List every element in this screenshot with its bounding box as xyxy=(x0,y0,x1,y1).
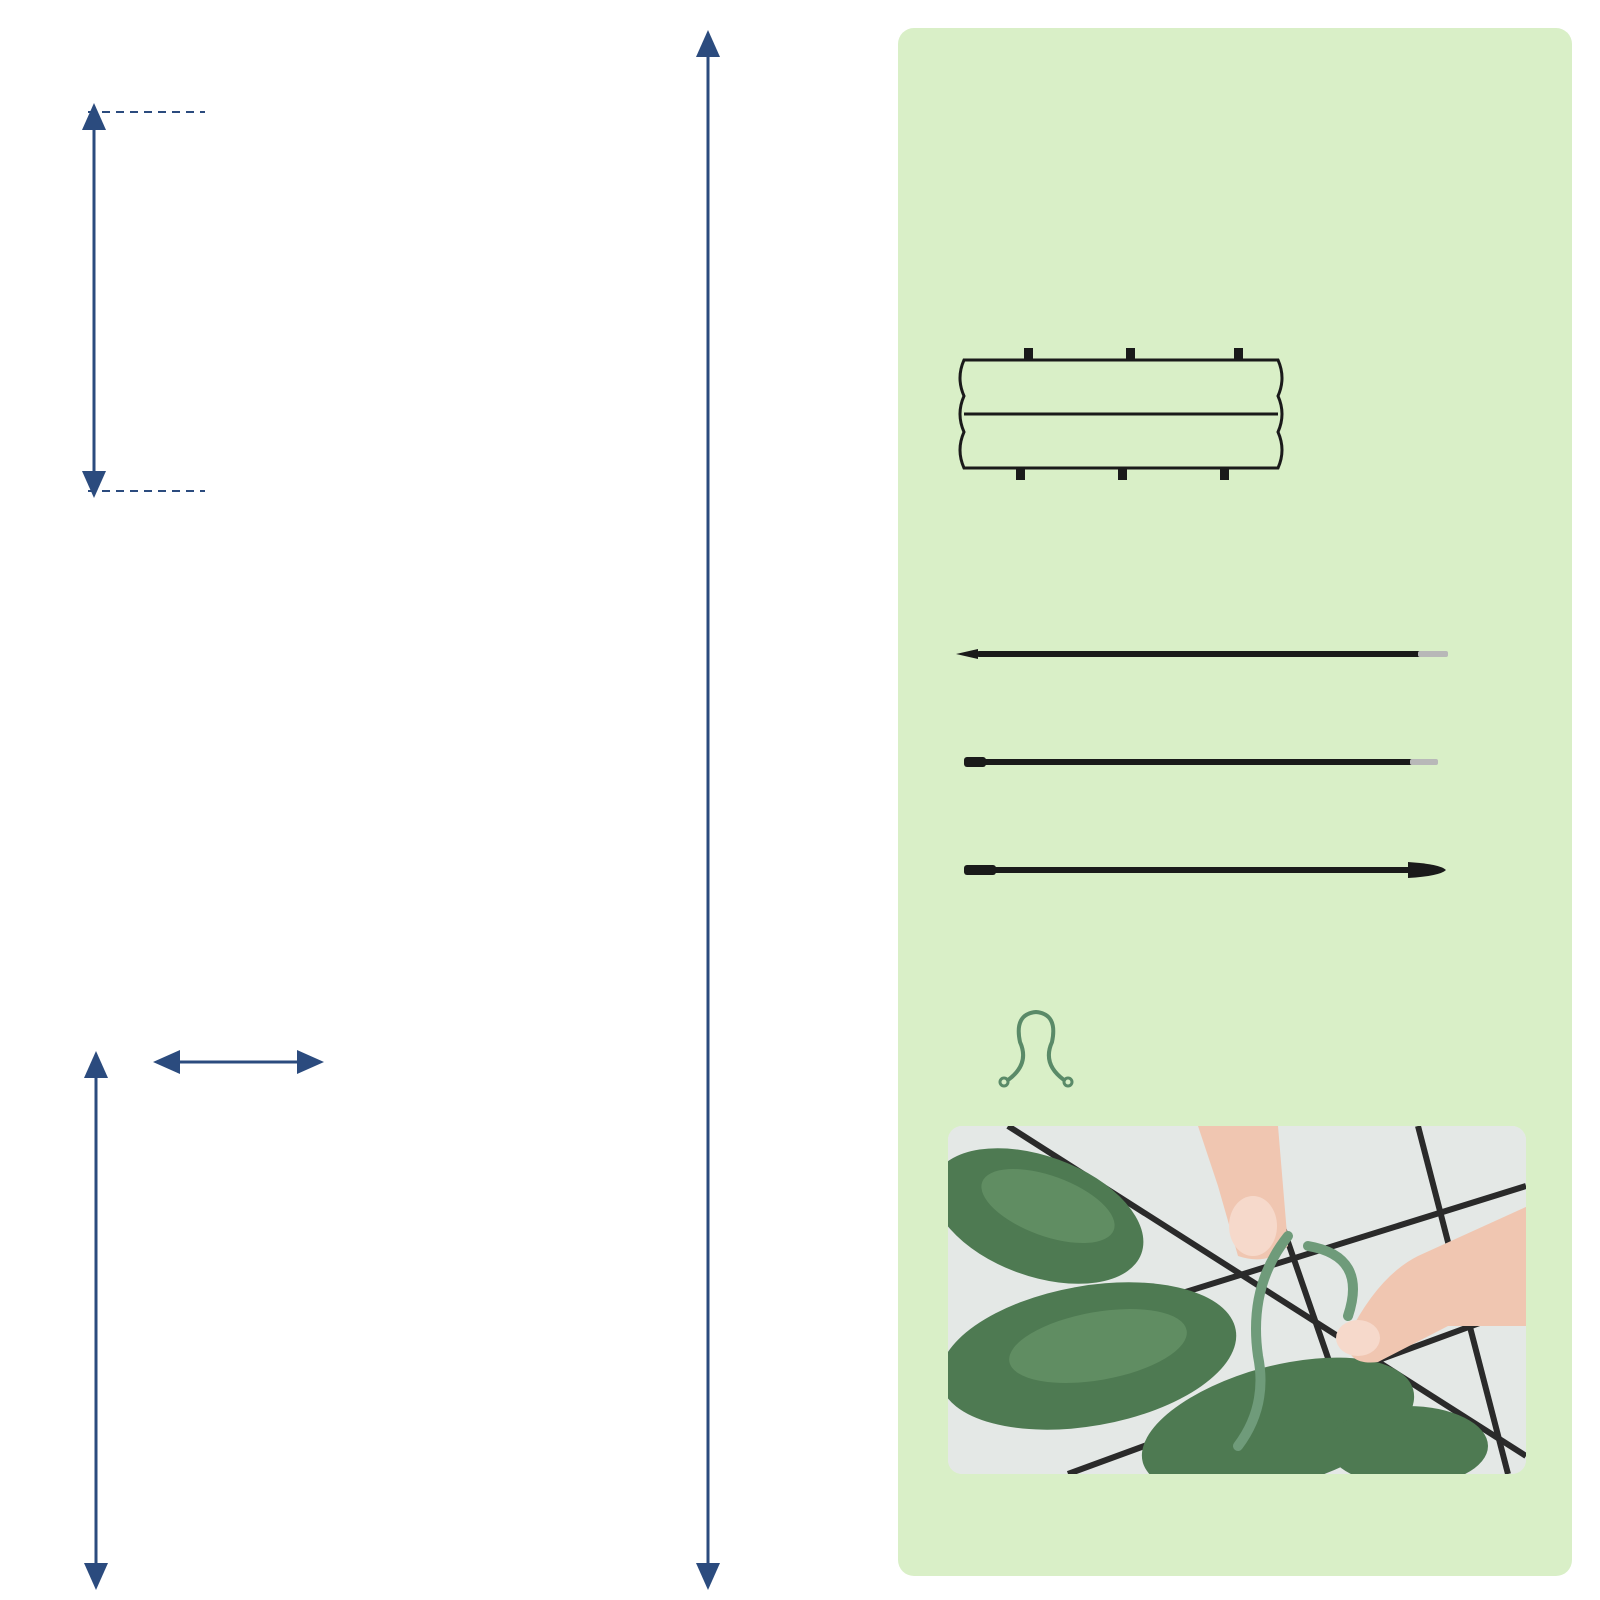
dimension-lines xyxy=(82,30,720,1590)
spike-rod-icon xyxy=(956,649,1448,659)
fixing-buckle-icon xyxy=(998,1009,1074,1088)
buckle-usage-photo xyxy=(948,1126,1526,1474)
trellis-panel-icon xyxy=(958,348,1284,480)
middle-rod-icon xyxy=(964,757,1438,767)
top-cap-rod-icon xyxy=(964,862,1446,878)
set-contents-panel xyxy=(898,28,1572,1576)
assembled-trellis-illustration xyxy=(82,30,720,1590)
buckle-usage-illustration xyxy=(948,1126,1526,1474)
